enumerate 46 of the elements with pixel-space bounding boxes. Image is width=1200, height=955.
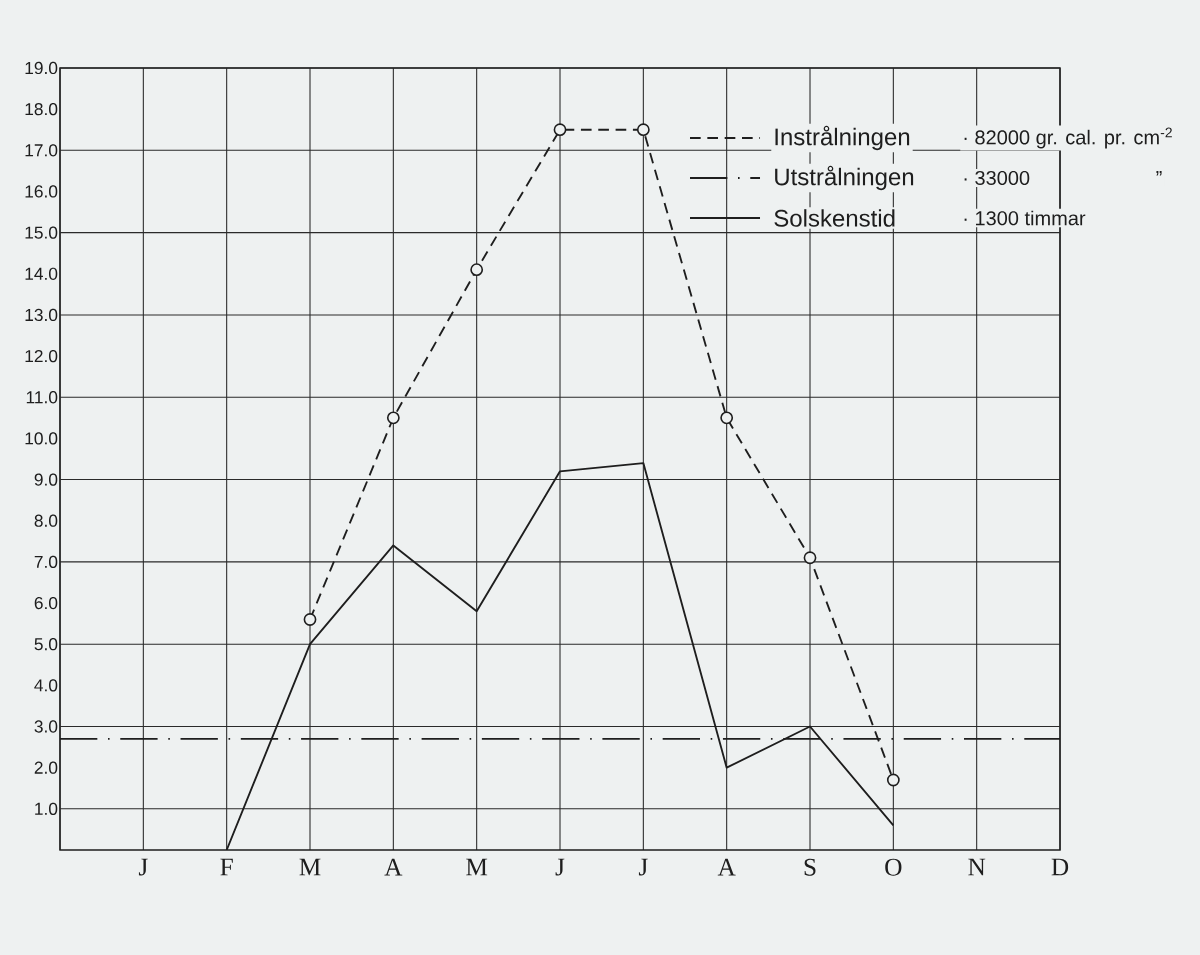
point [886, 773, 900, 787]
y-tick-label: 19.0 [25, 61, 58, 75]
x-tick-label: M [466, 858, 488, 876]
y-tick-label: 1.0 [35, 802, 58, 815]
point [803, 551, 817, 565]
y-tick-label: 2.0 [34, 761, 58, 774]
x-tick-label: O [885, 858, 902, 876]
y-tick-label: 13.0 [25, 308, 58, 322]
y-tick-label: 16.0 [25, 185, 58, 198]
y-tick-label: 7.0 [34, 555, 58, 569]
y-tick-label: 18.0 [25, 103, 58, 116]
point [386, 411, 400, 425]
annotation: · 82000 gr. cal. pr. cm$^{-2}$ [964, 127, 1172, 149]
y-tick-label: 11.0 [26, 391, 58, 404]
y-tick-label: 14.0 [25, 267, 58, 280]
x-tick-label: F [220, 858, 233, 876]
y-tick-label: 17.0 [25, 144, 58, 157]
y-tick-label: 4.0 [34, 679, 58, 692]
x-tick-label: J [138, 858, 148, 876]
y-tick-label: 12.0 [25, 349, 58, 363]
y-tick-label: 6.0 [34, 596, 58, 610]
legend-label: Instrålningen [775, 125, 910, 151]
y-tick-label: 3.0 [34, 720, 58, 733]
y-tick-label: 8.0 [34, 514, 58, 527]
x-tick-label: J [638, 858, 648, 876]
y-tick-label: 9.0 [34, 473, 58, 486]
x-tick-label: A [717, 858, 736, 876]
x-tick-label: N [968, 858, 986, 876]
y-tick-label: 10.0 [25, 432, 58, 445]
x-tick-label: S [804, 858, 816, 876]
x-tick-label: M [299, 858, 321, 876]
point [303, 613, 317, 626]
x-tick-label: A [384, 858, 403, 876]
point [553, 123, 567, 137]
y-tick-label: 5.0 [34, 638, 58, 651]
y-tick-label: 15.0 [25, 226, 58, 239]
point [720, 411, 734, 425]
point [470, 263, 484, 277]
annotation: · 1300 timmar [964, 210, 1086, 226]
annotation: · 33000 [964, 170, 1030, 186]
legend-label: Utstrålningen [775, 165, 914, 191]
x-tick-label: D [1051, 858, 1069, 876]
legend-label: Solskenstid [774, 209, 895, 227]
text: ” [1156, 171, 1162, 176]
point [636, 123, 650, 137]
x-tick-label: J [555, 858, 565, 876]
